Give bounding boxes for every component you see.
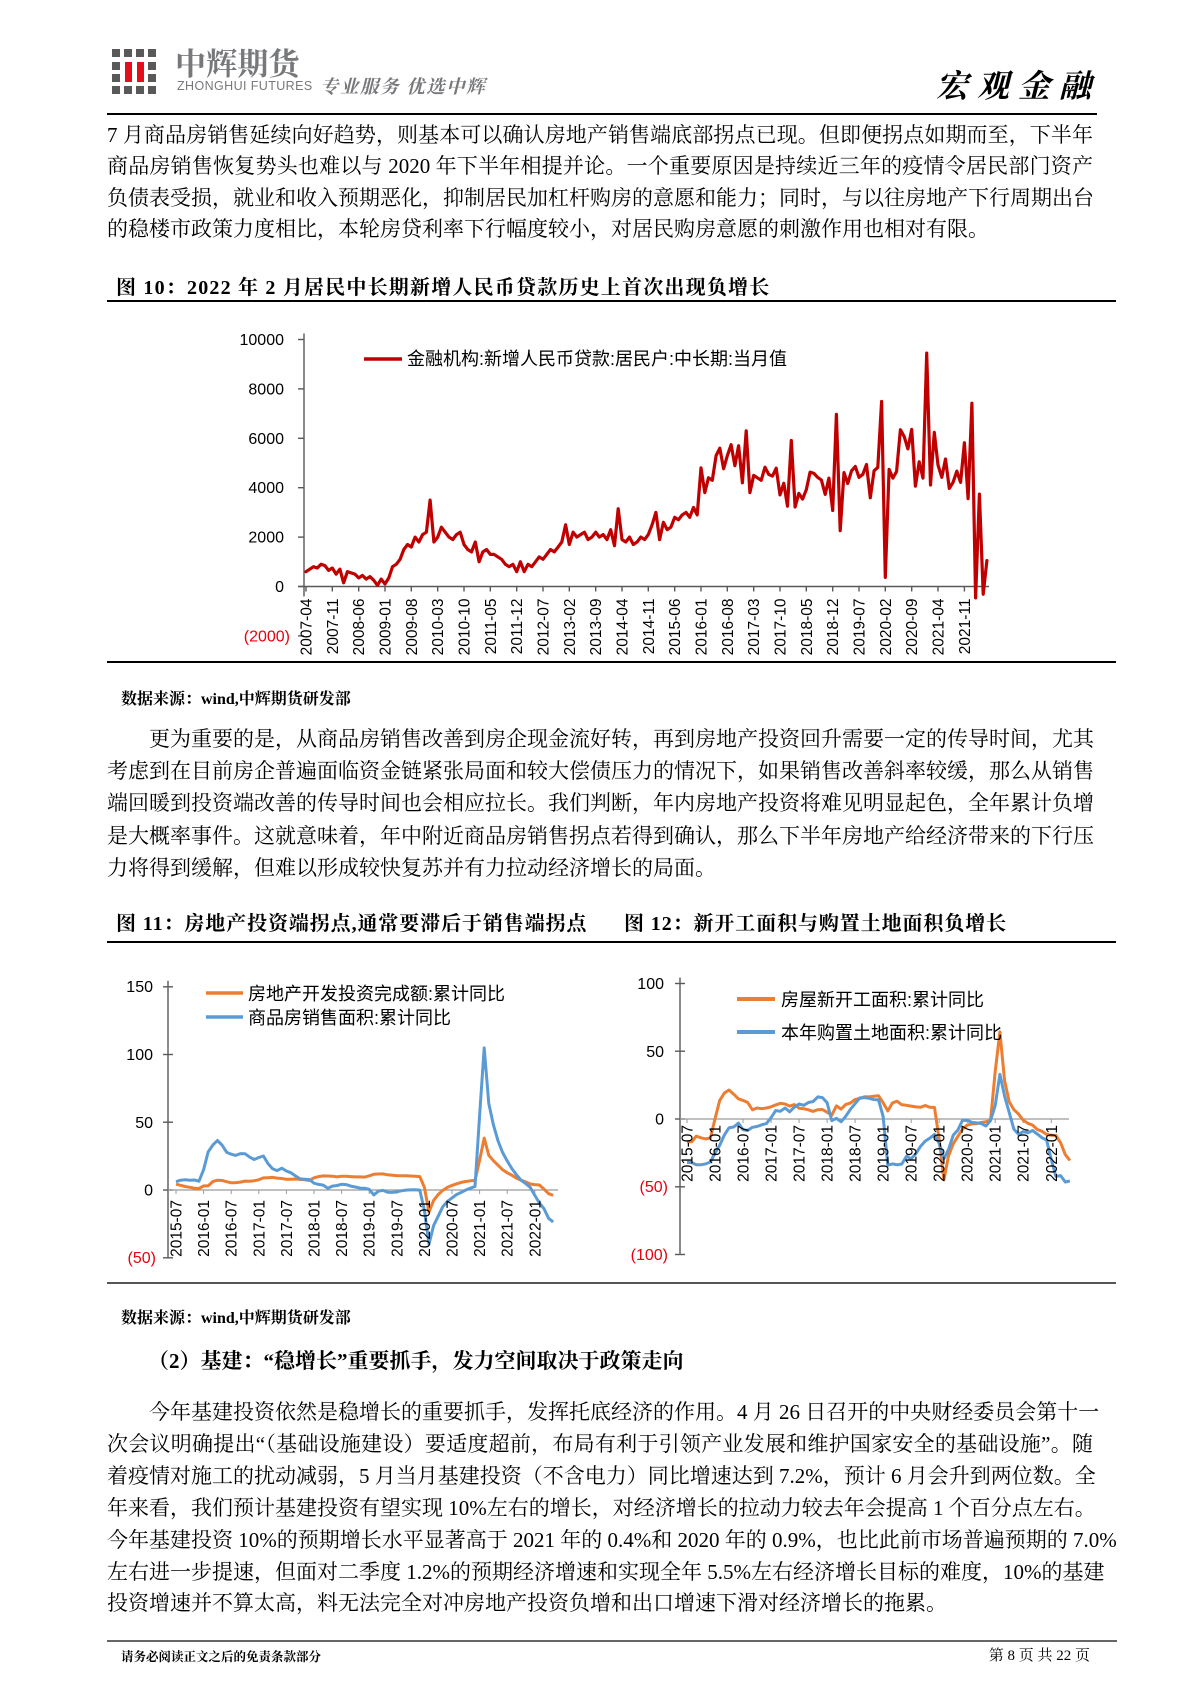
svg-text:2012-07: 2012-07 xyxy=(536,599,553,656)
svg-text:2021-11: 2021-11 xyxy=(957,599,974,655)
svg-text:2000: 2000 xyxy=(248,530,284,547)
svg-text:2008-06: 2008-06 xyxy=(351,599,368,656)
svg-text:2021-07: 2021-07 xyxy=(1016,1125,1033,1182)
svg-text:2007-11: 2007-11 xyxy=(325,599,342,655)
svg-text:房地产开发投资完成额:累计同比: 房地产开发投资完成额:累计同比 xyxy=(248,984,505,1004)
svg-text:2020-07: 2020-07 xyxy=(960,1125,977,1182)
svg-text:房屋新开工面积:累计同比: 房屋新开工面积:累计同比 xyxy=(781,990,984,1010)
svg-text:2020-01: 2020-01 xyxy=(932,1125,949,1182)
svg-text:2016-07: 2016-07 xyxy=(736,1125,753,1182)
svg-text:2016-08: 2016-08 xyxy=(720,599,737,656)
svg-text:2019-07: 2019-07 xyxy=(852,599,869,656)
svg-text:2022-01: 2022-01 xyxy=(1044,1125,1061,1182)
svg-text:150: 150 xyxy=(126,979,153,996)
svg-text:2019-01: 2019-01 xyxy=(362,1200,379,1257)
svg-text:2014-11: 2014-11 xyxy=(641,599,658,655)
svg-text:50: 50 xyxy=(646,1044,664,1061)
svg-text:2017-01: 2017-01 xyxy=(764,1125,781,1182)
svg-text:2009-01: 2009-01 xyxy=(378,599,395,656)
svg-text:2013-02: 2013-02 xyxy=(562,599,579,656)
svg-text:(50): (50) xyxy=(640,1179,668,1196)
svg-text:2019-07: 2019-07 xyxy=(904,1125,921,1182)
svg-text:(2000): (2000) xyxy=(244,628,290,645)
svg-text:2013-09: 2013-09 xyxy=(588,599,605,656)
svg-text:2019-01: 2019-01 xyxy=(876,1125,893,1182)
svg-text:50: 50 xyxy=(135,1115,153,1132)
svg-text:6000: 6000 xyxy=(248,431,284,448)
svg-text:2019-07: 2019-07 xyxy=(389,1200,406,1257)
svg-text:2015-07: 2015-07 xyxy=(169,1200,186,1257)
svg-text:2017-01: 2017-01 xyxy=(251,1200,268,1257)
svg-text:100: 100 xyxy=(637,976,664,993)
svg-text:2018-05: 2018-05 xyxy=(799,599,816,656)
svg-text:商品房销售面积:累计同比: 商品房销售面积:累计同比 xyxy=(248,1008,451,1028)
svg-text:2017-03: 2017-03 xyxy=(746,599,763,656)
svg-text:8000: 8000 xyxy=(248,381,284,398)
svg-text:(50): (50) xyxy=(128,1250,156,1267)
svg-text:2010-03: 2010-03 xyxy=(430,599,447,656)
svg-text:2018-07: 2018-07 xyxy=(334,1200,351,1257)
svg-text:0: 0 xyxy=(655,1112,664,1129)
svg-text:0: 0 xyxy=(275,579,284,596)
svg-text:2014-04: 2014-04 xyxy=(615,598,632,655)
svg-text:2018-12: 2018-12 xyxy=(825,599,842,656)
svg-text:4000: 4000 xyxy=(248,480,284,497)
svg-text:2009-08: 2009-08 xyxy=(404,599,421,656)
svg-text:2015-07: 2015-07 xyxy=(680,1125,697,1182)
svg-text:2015-06: 2015-06 xyxy=(667,599,684,656)
svg-text:2018-01: 2018-01 xyxy=(307,1200,324,1257)
svg-text:2022-01: 2022-01 xyxy=(527,1200,544,1257)
svg-text:2011-12: 2011-12 xyxy=(509,599,526,655)
svg-text:2010-10: 2010-10 xyxy=(457,598,474,655)
svg-text:2021-04: 2021-04 xyxy=(931,598,948,655)
svg-text:2021-01: 2021-01 xyxy=(472,1200,489,1257)
svg-text:100: 100 xyxy=(126,1047,153,1064)
svg-text:2016-01: 2016-01 xyxy=(196,1200,213,1257)
svg-text:2020-01: 2020-01 xyxy=(417,1200,434,1257)
svg-text:2016-01: 2016-01 xyxy=(694,599,711,656)
svg-text:2011-05: 2011-05 xyxy=(483,599,500,655)
svg-text:2017-10: 2017-10 xyxy=(773,598,790,655)
svg-text:2018-01: 2018-01 xyxy=(820,1125,837,1182)
svg-text:2020-09: 2020-09 xyxy=(904,599,921,656)
svg-text:2021-07: 2021-07 xyxy=(500,1200,517,1257)
svg-text:2017-07: 2017-07 xyxy=(279,1200,296,1257)
svg-text:(100): (100) xyxy=(631,1247,668,1264)
svg-text:0: 0 xyxy=(144,1183,153,1200)
svg-text:10000: 10000 xyxy=(240,332,285,349)
svg-text:2020-02: 2020-02 xyxy=(878,599,895,656)
svg-text:金融机构:新增人民币贷款:居民户:中长期:当月值: 金融机构:新增人民币贷款:居民户:中长期:当月值 xyxy=(407,349,787,369)
svg-text:2021-01: 2021-01 xyxy=(988,1125,1005,1182)
svg-text:2020-07: 2020-07 xyxy=(445,1200,462,1257)
svg-text:本年购置土地面积:累计同比: 本年购置土地面积:累计同比 xyxy=(781,1023,1002,1043)
svg-text:2016-07: 2016-07 xyxy=(224,1200,241,1257)
svg-text:2017-07: 2017-07 xyxy=(792,1125,809,1182)
svg-text:2018-07: 2018-07 xyxy=(848,1125,865,1182)
svg-text:2016-01: 2016-01 xyxy=(708,1125,725,1182)
svg-text:2007-04: 2007-04 xyxy=(299,598,316,655)
